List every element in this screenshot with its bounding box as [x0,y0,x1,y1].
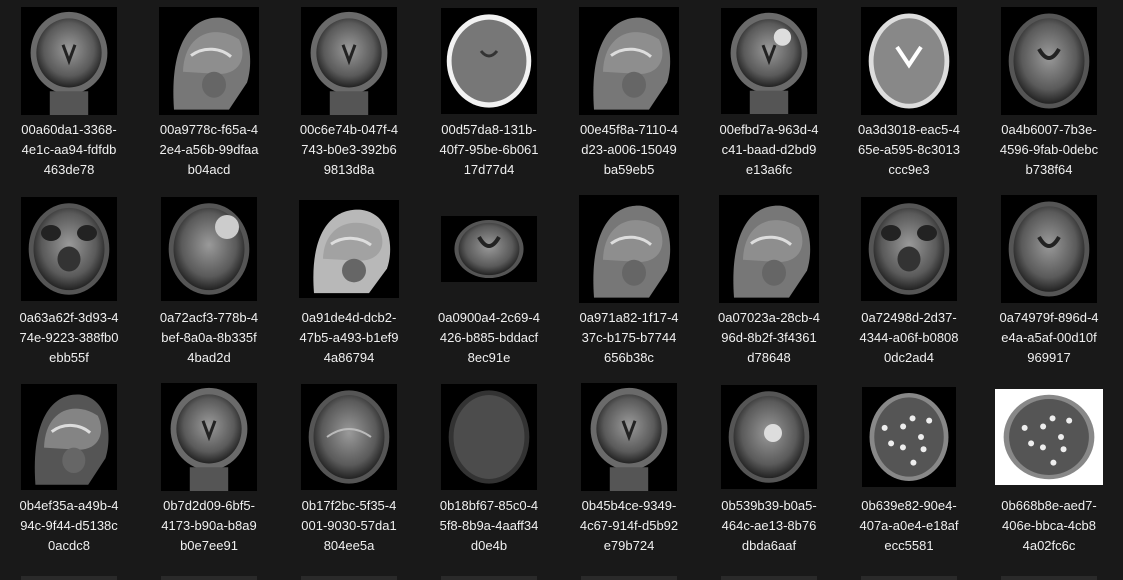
file-thumbnail [581,383,677,491]
file-thumbnail [861,7,957,115]
file-item[interactable]: 0a07023a-28cb-4 96d-8b2f-3f4361 d78648 [706,195,832,376]
next-row-thumbnail-edge [721,576,817,580]
file-thumbnail [21,7,117,115]
next-row-thumbnail-edge [1001,576,1097,580]
file-item[interactable]: 0b539b39-b0a5- 464c-ae13-8b76 dbda6aaf [706,384,832,564]
file-name: 0b17f2bc-5f35-4 001-9030-57da1 804ee5a [301,498,397,553]
file-thumbnail [861,197,957,301]
file-item[interactable]: 0a91de4d-dcb2- 47b5-a493-b1ef9 4a86794 [286,196,412,376]
file-thumbnail [995,389,1103,485]
file-thumbnail [21,197,117,301]
file-thumbnail [301,7,397,115]
next-row-thumbnail-edge [861,576,957,580]
file-thumbnail [21,384,117,490]
file-thumbnail [719,195,819,303]
file-name: 0b639e82-90e4- 407a-a0e4-e18af ecc5581 [859,498,959,553]
file-item[interactable]: 0b639e82-90e4- 407a-a0e4-e18af ecc5581 [846,384,972,564]
file-thumbnail [301,384,397,490]
file-name: 00efbd7a-963d-4 c41-baad-d2bd9 e13a6fc [719,122,819,177]
file-thumbnail [159,7,259,115]
file-name: 00c6e74b-047f-4 743-b0e3-392b6 9813d8a [299,122,399,177]
file-item[interactable]: 0b18bf67-85c0-4 5f8-8b9a-4aaff34 d0e4b [426,384,552,564]
file-name: 0a3d3018-eac5-4 65e-a595-8c3013 ccc9e3 [858,122,960,177]
file-item[interactable]: 0a4b6007-7b3e- 4596-9fab-0debc b738f64 [986,7,1112,188]
file-thumbnail [161,383,257,491]
file-item[interactable]: 0b4ef35a-a49b-4 94c-9f44-d5138c 0acdc8 [6,384,132,564]
file-name: 0a07023a-28cb-4 96d-8b2f-3f4361 d78648 [718,310,820,365]
file-item[interactable]: 0a63a62f-3d93-4 74e-9223-388fb0 ebb55f [6,196,132,376]
file-item[interactable]: 0b7d2d09-6bf5- 4173-b90a-b8a9 b0e7ee91 [146,383,272,564]
next-row-thumbnail-edge [21,576,117,580]
file-name: 0b539b39-b0a5- 464c-ae13-8b76 dbda6aaf [721,498,817,553]
file-thumbnail [579,195,679,303]
file-name: 0a72498d-2d37- 4344-a06f-b0808 0dc2ad4 [859,310,959,365]
file-name: 0b4ef35a-a49b-4 94c-9f44-d5138c 0acdc8 [19,498,119,553]
file-name: 0a4b6007-7b3e- 4596-9fab-0debc b738f64 [999,122,1099,177]
file-thumbnail [161,197,257,301]
file-name: 0b45b4ce-9349- 4c67-914f-d5b92 e79b724 [579,498,679,553]
file-item[interactable]: 0b17f2bc-5f35-4 001-9030-57da1 804ee5a [286,384,412,564]
file-name: 00e45f8a-7110-4 d23-a006-15049 ba59eb5 [579,122,679,177]
file-item[interactable]: 00c6e74b-047f-4 743-b0e3-392b6 9813d8a [286,7,412,188]
file-thumbnail [862,387,956,487]
file-thumbnail [1001,195,1097,303]
file-item[interactable]: 0a0900a4-2c69-4 426-b885-bddacf 8ec91e [426,196,552,376]
file-item[interactable]: 0b668b8e-aed7- 406e-bbca-4cb8 4a02fc6c [986,384,1112,564]
file-item[interactable]: 0a971a82-1f17-4 37c-b175-b7744 656b38c [566,195,692,376]
file-item[interactable]: 0b45b4ce-9349- 4c67-914f-d5b92 e79b724 [566,383,692,564]
file-name: 0a91de4d-dcb2- 47b5-a493-b1ef9 4a86794 [299,310,399,365]
file-name: 0a971a82-1f17-4 37c-b175-b7744 656b38c [579,310,679,365]
file-name: 0a74979f-896d-4 e4a-a5af-00d10f 969917 [999,310,1099,365]
file-name: 00a60da1-3368- 4e1c-aa94-fdfdb 463de78 [21,122,117,177]
file-name: 0a72acf3-778b-4 bef-8a0a-8b335f 4bad2d [159,310,259,365]
file-thumbnail [299,200,399,298]
file-thumbnail [441,384,537,490]
file-thumbnail [721,8,817,114]
file-item[interactable]: 00d57da8-131b- 40f7-95be-6b061 17d77d4 [426,8,552,188]
file-item[interactable]: 00efbd7a-963d-4 c41-baad-d2bd9 e13a6fc [706,8,832,188]
file-thumbnail [579,7,679,115]
file-name: 0b668b8e-aed7- 406e-bbca-4cb8 4a02fc6c [1001,498,1097,553]
next-row-thumbnail-edge [581,576,677,580]
next-row-thumbnail-edge [301,576,397,580]
file-item[interactable]: 0a72acf3-778b-4 bef-8a0a-8b335f 4bad2d [146,196,272,376]
file-name: 0a0900a4-2c69-4 426-b885-bddacf 8ec91e [438,310,540,365]
file-item[interactable]: 00a9778c-f65a-4 2e4-a56b-99dfaa b04acd [146,7,272,188]
file-thumbnail [721,385,817,489]
file-item[interactable]: 00e45f8a-7110-4 d23-a006-15049 ba59eb5 [566,7,692,188]
file-name: 0b7d2d09-6bf5- 4173-b90a-b8a9 b0e7ee91 [161,498,257,553]
file-thumbnail [1001,7,1097,115]
file-name: 00a9778c-f65a-4 2e4-a56b-99dfaa b04acd [159,122,259,177]
file-name: 0a63a62f-3d93-4 74e-9223-388fb0 ebb55f [19,310,119,365]
file-name: 0b18bf67-85c0-4 5f8-8b9a-4aaff34 d0e4b [439,498,539,553]
next-row-thumbnail-edge [161,576,257,580]
file-thumbnail [441,8,537,114]
file-name: 00d57da8-131b- 40f7-95be-6b061 17d77d4 [439,122,539,177]
file-item[interactable]: 0a3d3018-eac5-4 65e-a595-8c3013 ccc9e3 [846,7,972,188]
file-item[interactable]: 00a60da1-3368- 4e1c-aa94-fdfdb 463de78 [6,7,132,188]
file-item[interactable]: 0a72498d-2d37- 4344-a06f-b0808 0dc2ad4 [846,196,972,376]
next-row-thumbnail-edge [441,576,537,580]
file-thumbnail [441,216,537,282]
file-item[interactable]: 0a74979f-896d-4 e4a-a5af-00d10f 969917 [986,195,1112,376]
